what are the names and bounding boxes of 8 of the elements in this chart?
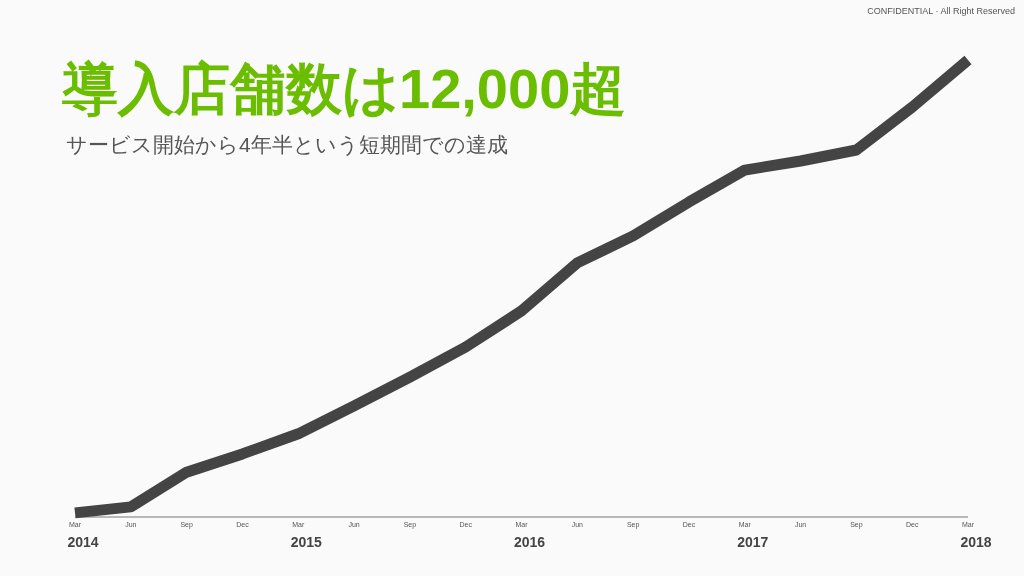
text: 2018 [960, 534, 992, 550]
text: 2015 [290, 534, 323, 550]
text: CONFIDENTIAL · All Right Reserved [867, 6, 1015, 16]
text: 2017 [737, 534, 769, 550]
text: 2016 [513, 534, 546, 550]
text: サービス開始から4年半という短期間での達成 [66, 133, 508, 156]
text: 2014 [67, 534, 99, 550]
chart-title: 導入店舗数は12,000超 [61, 57, 627, 120]
